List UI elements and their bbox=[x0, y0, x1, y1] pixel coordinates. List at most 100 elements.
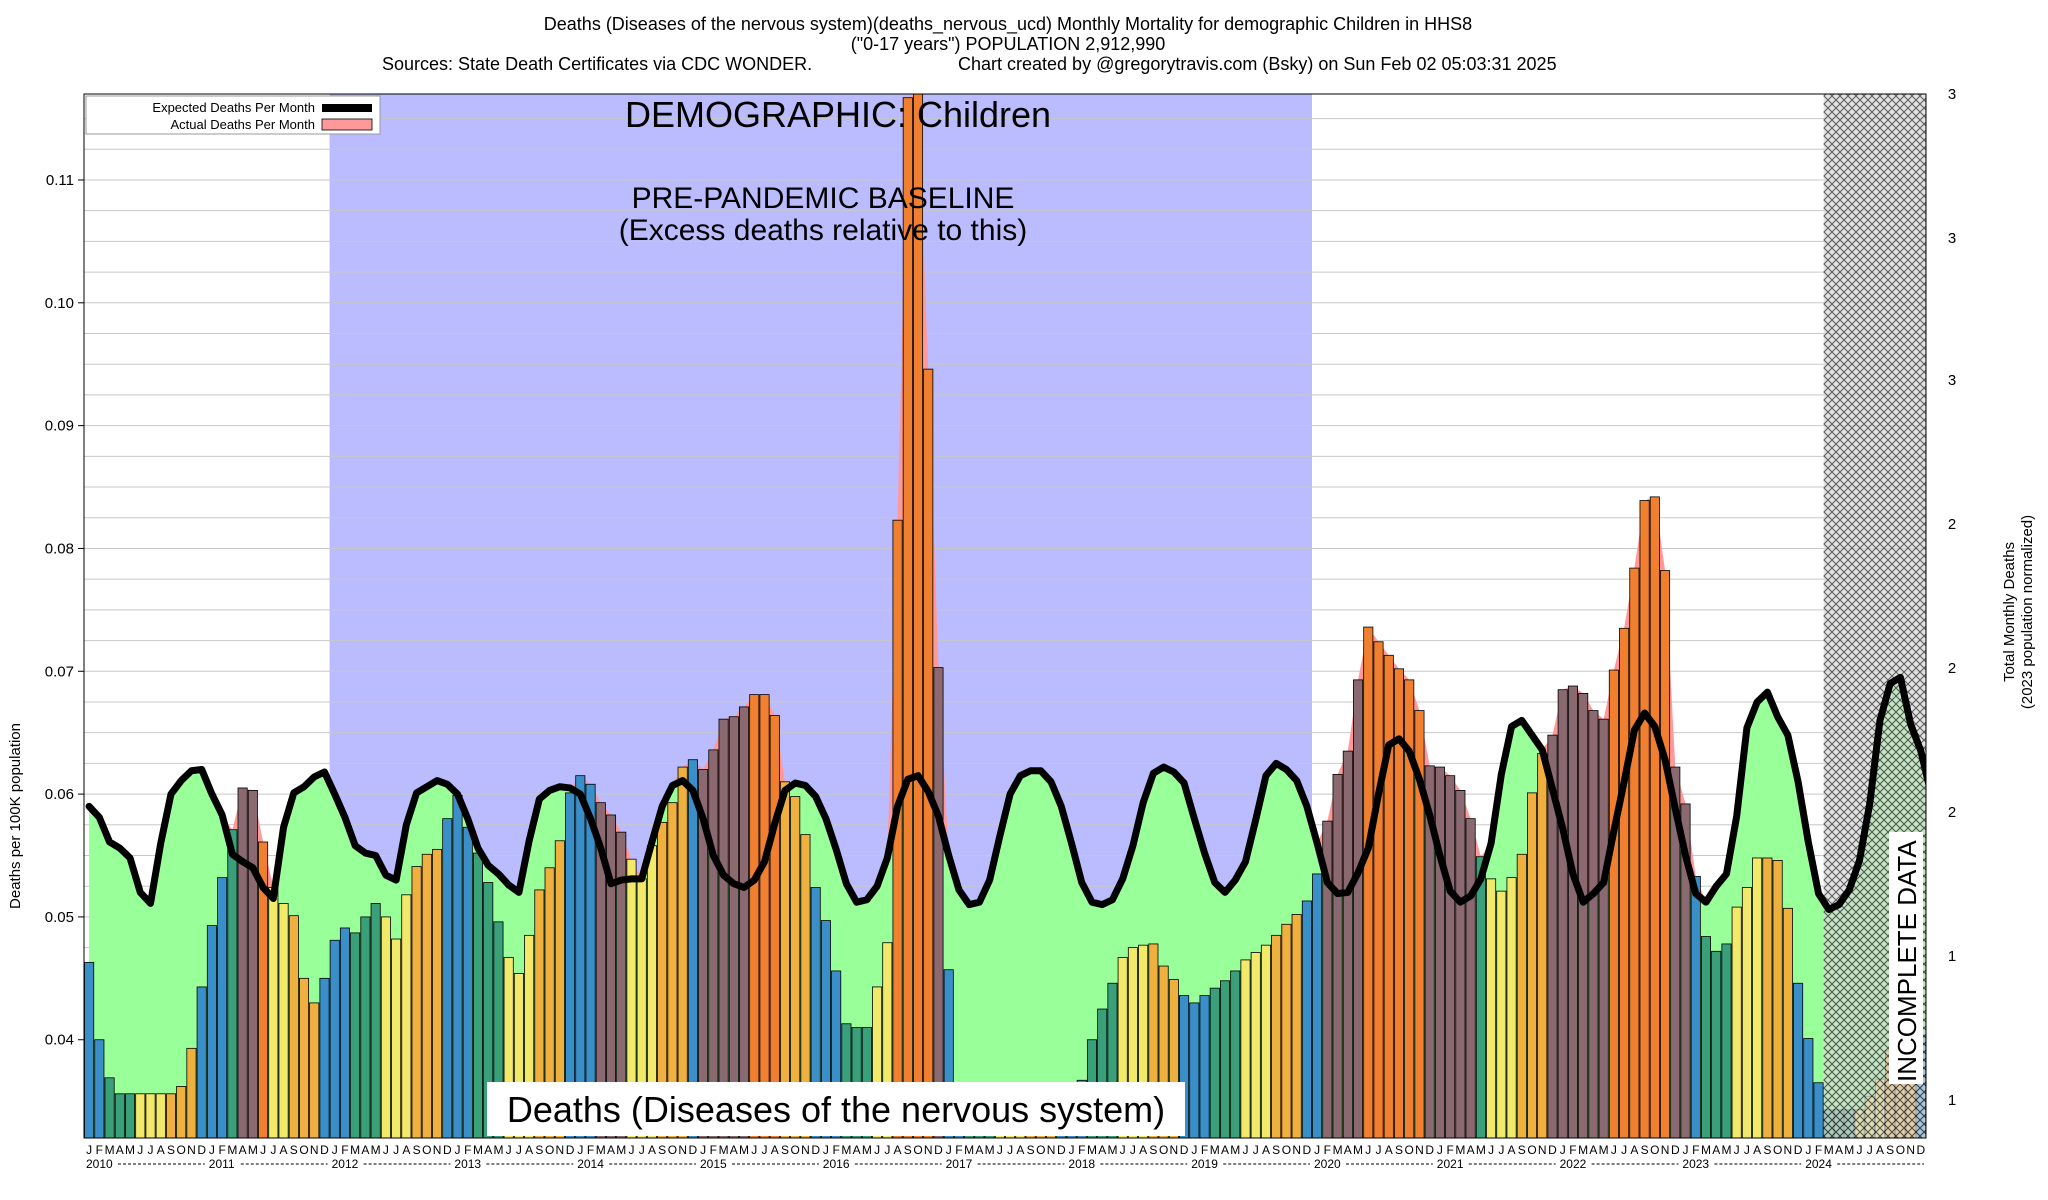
month-tick-label: S bbox=[658, 1143, 666, 1157]
actual-deaths-bar bbox=[452, 794, 463, 1138]
month-tick-label: J bbox=[1191, 1143, 1197, 1157]
month-tick-label: J bbox=[628, 1143, 634, 1157]
actual-deaths-bar bbox=[206, 925, 217, 1138]
actual-deaths-bar bbox=[1404, 679, 1415, 1138]
actual-deaths-bar bbox=[1978, 1100, 1987, 1138]
plot-frame bbox=[83, 93, 1927, 1139]
month-tick-label: O bbox=[1650, 1143, 1659, 1157]
year-tick-label: 2013 bbox=[454, 1157, 481, 1171]
expected-deaths-line bbox=[85, 673, 1926, 914]
baseline-label-line1: PRE-PANDEMIC BASELINE bbox=[632, 182, 1015, 215]
month-tick-label: O bbox=[1527, 1143, 1536, 1157]
actual-deaths-bar bbox=[1527, 792, 1538, 1138]
actual-deaths-bar bbox=[820, 920, 831, 1138]
actual-deaths-bar bbox=[1988, 1110, 1997, 1138]
y-tick-label: 0.04 bbox=[45, 1032, 74, 1049]
month-tick-label: J bbox=[823, 1143, 829, 1157]
actual-deaths-bar bbox=[524, 934, 535, 1138]
month-tick-label: N bbox=[310, 1143, 319, 1157]
month-tick-label: M bbox=[473, 1143, 483, 1157]
month-tick-label: S bbox=[1641, 1143, 1649, 1157]
actual-deaths-bar bbox=[1496, 890, 1507, 1138]
legend-expected-label: Expected Deaths Per Month bbox=[152, 100, 315, 115]
year-tick-label: 2018 bbox=[1068, 1157, 1095, 1171]
month-tick-label: M bbox=[841, 1143, 851, 1157]
actual-deaths-bar bbox=[176, 1086, 187, 1138]
month-tick-label: D bbox=[320, 1143, 329, 1157]
month-tick-label: M bbox=[1844, 1143, 1854, 1157]
actual-deaths-bar bbox=[401, 894, 412, 1138]
month-tick-label: F bbox=[96, 1143, 103, 1157]
month-tick-label: N bbox=[678, 1143, 687, 1157]
month-tick-label: J bbox=[332, 1143, 338, 1157]
actual-deaths-bar bbox=[565, 792, 576, 1138]
month-tick-label: M bbox=[105, 1143, 115, 1157]
actual-deaths-bar bbox=[1434, 766, 1445, 1138]
actual-deaths-bar bbox=[135, 1093, 146, 1138]
actual-deaths-bar bbox=[1967, 1090, 1976, 1138]
year-tick-label: 2021 bbox=[1437, 1157, 1464, 1171]
month-tick-label: S bbox=[1027, 1143, 1035, 1157]
month-tick-label: O bbox=[1159, 1143, 1168, 1157]
actual-deaths-bar bbox=[329, 939, 340, 1138]
month-tick-label: M bbox=[862, 1143, 872, 1157]
y-right-tick-label: 2 bbox=[1948, 516, 1956, 533]
actual-deaths-bar bbox=[1250, 952, 1261, 1138]
chart-subtitle: ("0-17 years") POPULATION 2,912,990 bbox=[851, 34, 1166, 54]
month-tick-label: A bbox=[1589, 1143, 1597, 1157]
month-tick-label: M bbox=[1476, 1143, 1486, 1157]
month-tick-label: J bbox=[874, 1143, 880, 1157]
actual-deaths-bar bbox=[933, 667, 944, 1138]
month-tick-label: F bbox=[1324, 1143, 1331, 1157]
year-tick-label: 2019 bbox=[1191, 1157, 1218, 1171]
y-right-tick-label: 2 bbox=[1948, 660, 1956, 677]
month-tick-label: J bbox=[639, 1143, 645, 1157]
month-tick-label: J bbox=[383, 1143, 389, 1157]
month-tick-label: N bbox=[1661, 1143, 1670, 1157]
month-tick-label: M bbox=[1353, 1143, 1363, 1157]
month-tick-label: N bbox=[1538, 1143, 1547, 1157]
year-tick-label: 2014 bbox=[577, 1157, 604, 1171]
month-tick-label: A bbox=[648, 1143, 656, 1157]
month-tick-label: J bbox=[1069, 1143, 1075, 1157]
y-right-tick-label: 3 bbox=[1948, 86, 1956, 103]
month-tick-label: M bbox=[596, 1143, 606, 1157]
actual-deaths-bar bbox=[1127, 947, 1138, 1138]
year-tick-label: 2023 bbox=[1682, 1157, 1709, 1171]
actual-deaths-bar bbox=[1937, 1051, 1946, 1138]
month-tick-label: M bbox=[719, 1143, 729, 1157]
month-tick-label: S bbox=[290, 1143, 298, 1157]
actual-deaths-bar bbox=[114, 1093, 125, 1138]
month-tick-label: S bbox=[167, 1143, 175, 1157]
actual-deaths-bar bbox=[288, 915, 299, 1138]
month-tick-label: D bbox=[1548, 1143, 1557, 1157]
month-tick-label: A bbox=[1221, 1143, 1229, 1157]
actual-deaths-bar bbox=[1383, 654, 1394, 1138]
y-axis-label-right: Total Monthly Deaths bbox=[2001, 542, 2018, 682]
month-tick-label: J bbox=[1437, 1143, 1443, 1157]
actual-deaths-bar bbox=[2039, 1039, 2048, 1138]
month-tick-label: A bbox=[1016, 1143, 1024, 1157]
month-tick-label: J bbox=[148, 1143, 154, 1157]
month-tick-label: J bbox=[1365, 1143, 1371, 1157]
month-tick-label: A bbox=[894, 1143, 902, 1157]
year-tick-label: 2010 bbox=[86, 1157, 113, 1171]
month-tick-label: J bbox=[1805, 1143, 1811, 1157]
actual-deaths-bar bbox=[1516, 853, 1527, 1138]
month-tick-label: S bbox=[1272, 1143, 1280, 1157]
actual-deaths-bar bbox=[1353, 679, 1364, 1138]
actual-deaths-bar bbox=[1567, 685, 1578, 1138]
month-tick-label: A bbox=[1630, 1143, 1638, 1157]
year-tick-label: 2012 bbox=[332, 1157, 359, 1171]
actual-deaths-bar bbox=[1148, 943, 1159, 1138]
actual-deaths-bar bbox=[145, 1093, 156, 1138]
month-tick-label: F bbox=[1815, 1143, 1822, 1157]
month-tick-label: N bbox=[433, 1143, 442, 1157]
month-tick-label: M bbox=[964, 1143, 974, 1157]
actual-deaths-bar bbox=[1557, 689, 1568, 1138]
month-tick-label: A bbox=[1262, 1143, 1270, 1157]
y-tick-label: 0.09 bbox=[45, 418, 74, 435]
actual-deaths-bar bbox=[595, 802, 606, 1138]
month-tick-label: F bbox=[587, 1143, 594, 1157]
month-tick-label: N bbox=[1170, 1143, 1179, 1157]
